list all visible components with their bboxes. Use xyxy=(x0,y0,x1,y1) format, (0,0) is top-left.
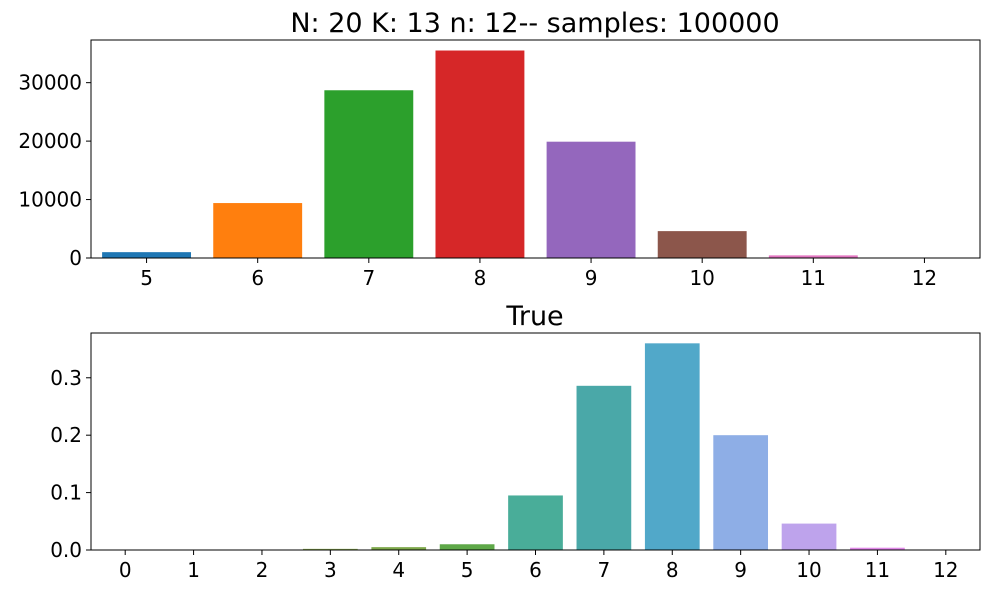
bottom-chart-x-tick-label-5: 5 xyxy=(461,558,474,582)
top-chart-title: N: 20 K: 13 n: 12-- samples: 100000 xyxy=(290,8,779,39)
top-chart-x-tick-label-12: 12 xyxy=(912,266,937,290)
top-chart-axes-frame xyxy=(90,39,981,259)
bottom-chart-bar-4 xyxy=(371,547,427,550)
bottom-chart-y-tick-label-0.3: 0.3 xyxy=(50,366,82,390)
top-chart-bar-7 xyxy=(324,90,414,258)
top-chart-bar-10 xyxy=(657,231,747,258)
bottom-chart-bar-11 xyxy=(850,547,905,550)
bottom-chart-y-tick-label-0.1: 0.1 xyxy=(50,481,82,505)
bottom-chart-bar-3 xyxy=(302,548,358,550)
bottom-chart-x-tick-label-6: 6 xyxy=(529,558,542,582)
bottom-chart-bar-10 xyxy=(781,523,837,550)
top-chart-bar-11 xyxy=(768,255,858,258)
top-chart-y-tick-label-10000: 10000 xyxy=(18,188,82,212)
top-chart-bar-6 xyxy=(213,203,303,258)
bottom-chart-x-tick-label-10: 10 xyxy=(796,558,821,582)
bottom-chart-x-tick-label-12: 12 xyxy=(933,558,958,582)
top-chart-x-tick-label-9: 9 xyxy=(585,266,598,290)
bottom-chart-bar-9 xyxy=(713,435,769,550)
bottom-chart-bar-6 xyxy=(508,495,563,550)
top-chart-bar-9 xyxy=(546,141,636,258)
top-chart-y-tick-label-0: 0 xyxy=(69,246,82,270)
bottom-chart-x-tick-label-3: 3 xyxy=(324,558,337,582)
bottom-chart-plot-area: 0 1 2 3 4 5 6 7 8 9 10 11 120.00.10.20.3 xyxy=(50,332,981,582)
bottom-chart: True 0 1 2 3 4 5 6 7 8 9 10 11 120.00.10.20.3 xyxy=(50,301,981,582)
bottom-chart-title: True xyxy=(505,301,563,332)
bottom-chart-x-tick-label-4: 4 xyxy=(392,558,405,582)
bottom-chart-bar-5 xyxy=(439,544,495,550)
top-chart-bar-8 xyxy=(435,50,525,258)
top-chart-y-tick-label-30000: 30000 xyxy=(18,71,82,95)
bottom-chart-bar-7 xyxy=(576,385,632,550)
top-chart-x-tick-label-11: 11 xyxy=(801,266,826,290)
top-chart-plot-area: 5 6 7 8 9 10 11 12 0 10000 20000 30000 xyxy=(18,39,981,290)
bottom-chart-y-tick-label-0.2: 0.2 xyxy=(50,423,82,447)
bottom-chart-x-tick-label-7: 7 xyxy=(598,558,611,582)
top-chart-x-tick-label-7: 7 xyxy=(362,266,375,290)
top-chart-bar-5 xyxy=(102,252,192,258)
top-chart-x-tick-label-10: 10 xyxy=(689,266,714,290)
bottom-chart-bar-8 xyxy=(644,343,700,550)
top-chart: N: 20 K: 13 n: 12-- samples: 100000 5 6 7 8… xyxy=(18,8,981,290)
bottom-chart-y-tick-label-0.0: 0.0 xyxy=(50,538,82,562)
bottom-chart-x-tick-label-11: 11 xyxy=(865,558,890,582)
bottom-chart-x-tick-label-1: 1 xyxy=(187,558,200,582)
top-chart-x-tick-label-8: 8 xyxy=(474,266,487,290)
bottom-chart-x-tick-label-2: 2 xyxy=(256,558,269,582)
top-chart-y-tick-label-20000: 20000 xyxy=(18,129,82,153)
bottom-chart-x-tick-label-0: 0 xyxy=(119,558,132,582)
bottom-chart-x-tick-label-9: 9 xyxy=(734,558,747,582)
top-chart-x-tick-label-6: 6 xyxy=(251,266,264,290)
top-chart-x-tick-label-5: 5 xyxy=(140,266,153,290)
bottom-chart-x-tick-label-8: 8 xyxy=(666,558,679,582)
